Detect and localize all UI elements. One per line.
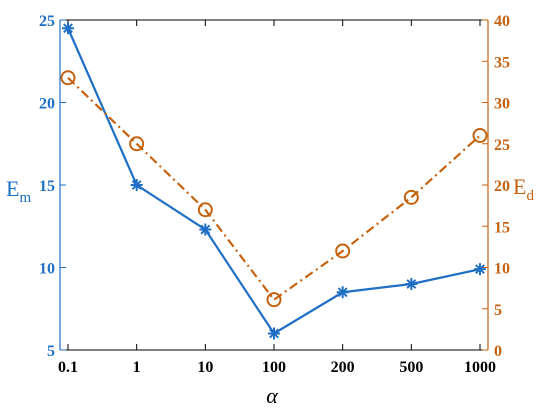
series-1-point: [405, 278, 418, 290]
left-tick-label: 5: [47, 343, 55, 360]
right-tick-label: 20: [494, 178, 510, 195]
series-2-point: [60, 70, 76, 86]
x-tick-label: 0.1: [58, 359, 78, 376]
series-1-point: [474, 263, 486, 276]
x-tick-label: 1000: [464, 359, 496, 376]
series-line-1: [66, 27, 481, 335]
left-axis-title-sub: m: [19, 190, 31, 206]
left-axis-title: Em: [6, 176, 31, 206]
left-axis-title-main: E: [6, 176, 19, 201]
left-tick-label: 15: [39, 178, 55, 195]
series-2-point: [129, 136, 145, 152]
right-tick-label: 15: [494, 219, 510, 236]
asterisk-stroke: [406, 279, 417, 289]
series-1-point: [336, 286, 349, 299]
series-markers: [60, 22, 488, 340]
series-2-point: [335, 243, 351, 259]
asterisk-stroke: [200, 224, 211, 235]
series-lines: [66, 27, 481, 335]
series-1-point: [199, 223, 212, 236]
x-tick-label: 1: [133, 359, 141, 376]
right-tick-label: 40: [494, 13, 510, 30]
left-tick-label: 10: [39, 261, 55, 278]
x-tick-label: 500: [399, 359, 423, 376]
right-tick-label: 5: [494, 302, 502, 319]
right-axis-title: Ed: [513, 174, 534, 204]
right-tick-label: 35: [494, 54, 510, 71]
right-axis-title-main: E: [513, 174, 526, 199]
right-tick-label: 30: [494, 96, 510, 113]
right-tick-label: 10: [494, 261, 510, 278]
x-tick-label: 100: [262, 359, 286, 376]
x-axis-title: α: [266, 383, 278, 408]
series-2-point: [266, 292, 282, 308]
right-tick-label: 25: [494, 137, 510, 154]
plot-frame: [59, 19, 489, 351]
series-2-point: [403, 189, 419, 205]
x-axis-ticks: 0.1 1 10 100 200 500 1000: [58, 20, 496, 376]
right-axis-ticks: 0 5 10 15 20 25 30 35 40: [482, 13, 510, 360]
series-1-point: [268, 327, 280, 340]
x-tick-label: 200: [331, 359, 355, 376]
asterisk-stroke: [131, 180, 142, 190]
series-1-point: [62, 22, 74, 35]
left-tick-label: 20: [39, 96, 55, 113]
series-2-point: [472, 128, 488, 143]
left-axis-ticks: 5 10 15 20 25: [39, 13, 66, 360]
x-tick-label: 10: [197, 359, 213, 376]
asterisk-stroke: [63, 23, 73, 34]
left-tick-label: 25: [39, 13, 55, 30]
asterisk-stroke: [475, 264, 485, 275]
series-2-point: [197, 202, 213, 218]
series-line-2: [67, 76, 481, 302]
series-1-point: [130, 179, 143, 191]
asterisk-stroke: [269, 328, 279, 339]
asterisk-stroke: [337, 287, 348, 298]
right-tick-label: 0: [494, 343, 502, 360]
right-axis-title-sub: d: [526, 188, 534, 204]
